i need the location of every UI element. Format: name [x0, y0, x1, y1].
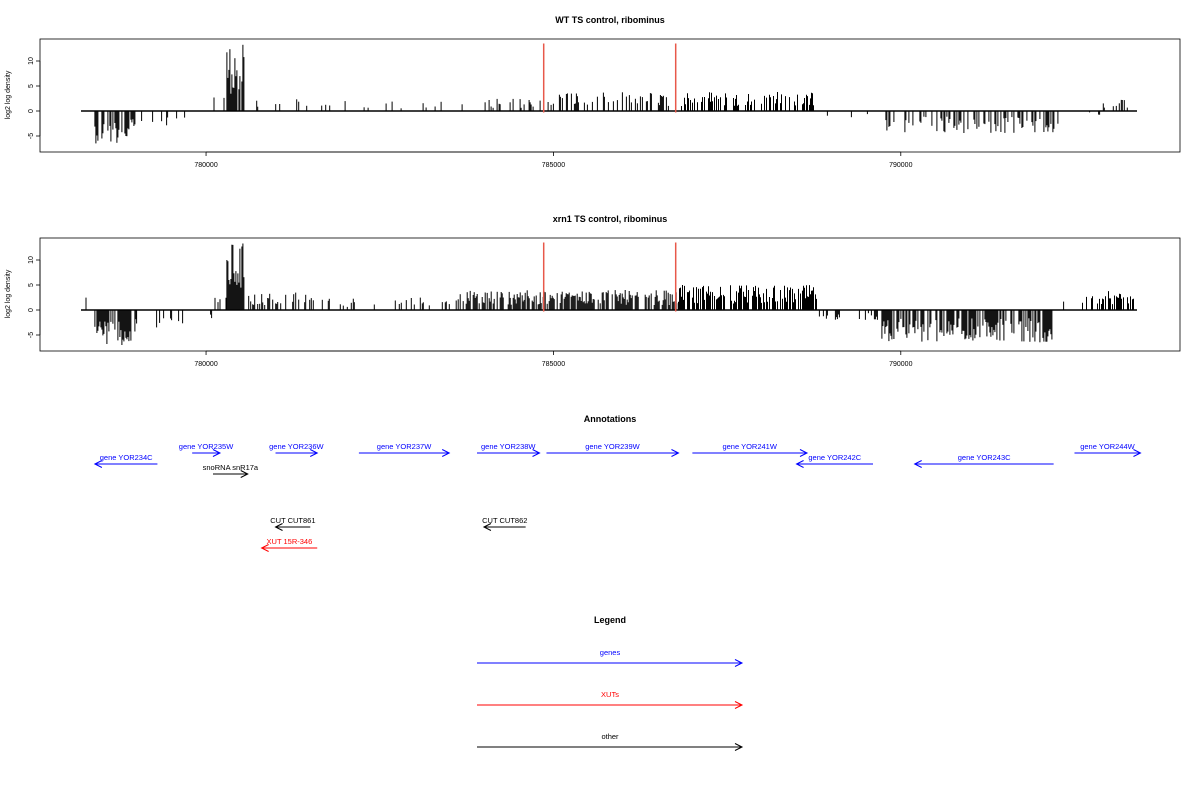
annotation-feature: snoRNA snR17a [203, 463, 259, 478]
arrowhead-icon [212, 449, 222, 457]
feature-label: gene YOR244W [1080, 442, 1135, 451]
legend-label: XUTs [601, 690, 619, 699]
feature-label: gene YOR235W [179, 442, 234, 451]
legend: Legend genes XUTs other [477, 615, 744, 751]
y-tick-label: -5 [28, 133, 35, 139]
y-tick-label: -5 [28, 332, 35, 338]
x-tick-label: 785000 [542, 162, 565, 169]
legend-label: other [601, 732, 619, 741]
annotation-feature: gene YOR234C [93, 453, 158, 468]
panel-title: xrn1 TS control, ribominus [553, 214, 668, 224]
arrowhead-icon [734, 659, 744, 667]
arrowhead-icon [734, 701, 744, 709]
annotation-feature: gene YOR235W [179, 442, 234, 457]
y-axis: -5 0 5 10 [28, 57, 41, 139]
feature-label: gene YOR236W [269, 442, 324, 451]
legend-entry: other [477, 732, 744, 751]
x-tick-label: 780000 [194, 162, 217, 169]
y-tick-label: 10 [28, 57, 35, 65]
panel-title: WT TS control, ribominus [555, 15, 665, 25]
legend-title: Legend [594, 615, 626, 625]
y-tick-label: 5 [28, 283, 35, 287]
coverage-bars [81, 243, 1137, 345]
annotation-feature: gene YOR238W [477, 442, 541, 457]
annotation-feature: CUT CUT862 [482, 516, 527, 531]
y-tick-label: 10 [28, 256, 35, 264]
arrowhead-icon [671, 449, 680, 457]
legend-entry: genes [477, 648, 744, 667]
arrowhead-icon [482, 523, 492, 531]
y-tick-label: 5 [28, 84, 35, 88]
x-tick-label: 785000 [542, 361, 565, 368]
coverage-bars [81, 44, 1137, 144]
x-tick-label: 790000 [889, 361, 912, 368]
annotation-feature: gene YOR243C [913, 453, 1054, 468]
arrowhead-icon [532, 449, 541, 457]
arrowhead-icon [260, 544, 269, 552]
annotation-feature: gene YOR237W [358, 442, 451, 457]
arrowhead-icon [274, 523, 283, 531]
arrowhead-icon [913, 460, 922, 468]
x-tick-label: 790000 [889, 162, 912, 169]
x-axis: 780000 785000 790000 [194, 350, 913, 368]
annotations-title: Annotations [584, 414, 637, 424]
arrowhead-icon [441, 449, 451, 457]
feature-label: gene YOR238W [481, 442, 536, 451]
feature-label: gene YOR242C [808, 453, 861, 462]
arrowhead-icon [93, 460, 103, 468]
feature-label: gene YOR243C [958, 453, 1011, 462]
arrowhead-icon [795, 460, 804, 468]
annotation-feature: gene YOR239W [546, 442, 680, 457]
arrowhead-icon [799, 449, 809, 457]
legend-entry: XUTs [477, 690, 744, 709]
legend-entries: genes XUTs other [477, 648, 744, 751]
feature-label: XUT 15R-346 [267, 537, 313, 546]
y-tick-label: 0 [28, 109, 35, 113]
wt-coverage-panel: WT TS control, ribominus log2 log densit… [5, 15, 1181, 169]
feature-label: gene YOR234C [100, 453, 153, 462]
marker-lines [542, 242, 677, 312]
annotation-feature: gene YOR241W [692, 442, 809, 457]
feature-label: CUT CUT862 [482, 516, 527, 525]
annotation-features: gene YOR234C gene YOR235W gene YOR236W gene… [93, 442, 1142, 552]
plot-frame [39, 38, 1181, 153]
annotation-feature: gene YOR236W [269, 442, 325, 457]
marker-lines [542, 43, 677, 113]
arrowhead-icon [309, 449, 319, 457]
feature-label: CUT CUT861 [270, 516, 315, 525]
y-axis-label: log2 log density [5, 269, 12, 318]
feature-label: snoRNA snR17a [203, 463, 259, 472]
arrowhead-icon [734, 743, 744, 751]
annotation-feature: XUT 15R-346 [260, 537, 318, 552]
xrn1-coverage-panel: xrn1 TS control, ribominus log2 log dens… [5, 214, 1181, 368]
plot-frame [39, 237, 1181, 352]
annotation-feature: CUT CUT861 [270, 516, 316, 531]
arrowhead-icon [240, 470, 249, 478]
y-tick-label: 0 [28, 308, 35, 312]
feature-label: gene YOR239W [585, 442, 640, 451]
x-tick-label: 780000 [194, 361, 217, 368]
annotation-feature: gene YOR244W [1074, 442, 1142, 457]
x-axis: 780000 785000 790000 [194, 151, 913, 169]
y-axis: -5 0 5 10 [28, 256, 41, 338]
arrowhead-icon [1133, 449, 1142, 457]
feature-label: gene YOR241W [722, 442, 777, 451]
feature-label: gene YOR237W [377, 442, 432, 451]
legend-label: genes [600, 648, 621, 657]
y-axis-label: log2 log density [5, 70, 12, 119]
annotation-feature: gene YOR242C [795, 453, 873, 468]
